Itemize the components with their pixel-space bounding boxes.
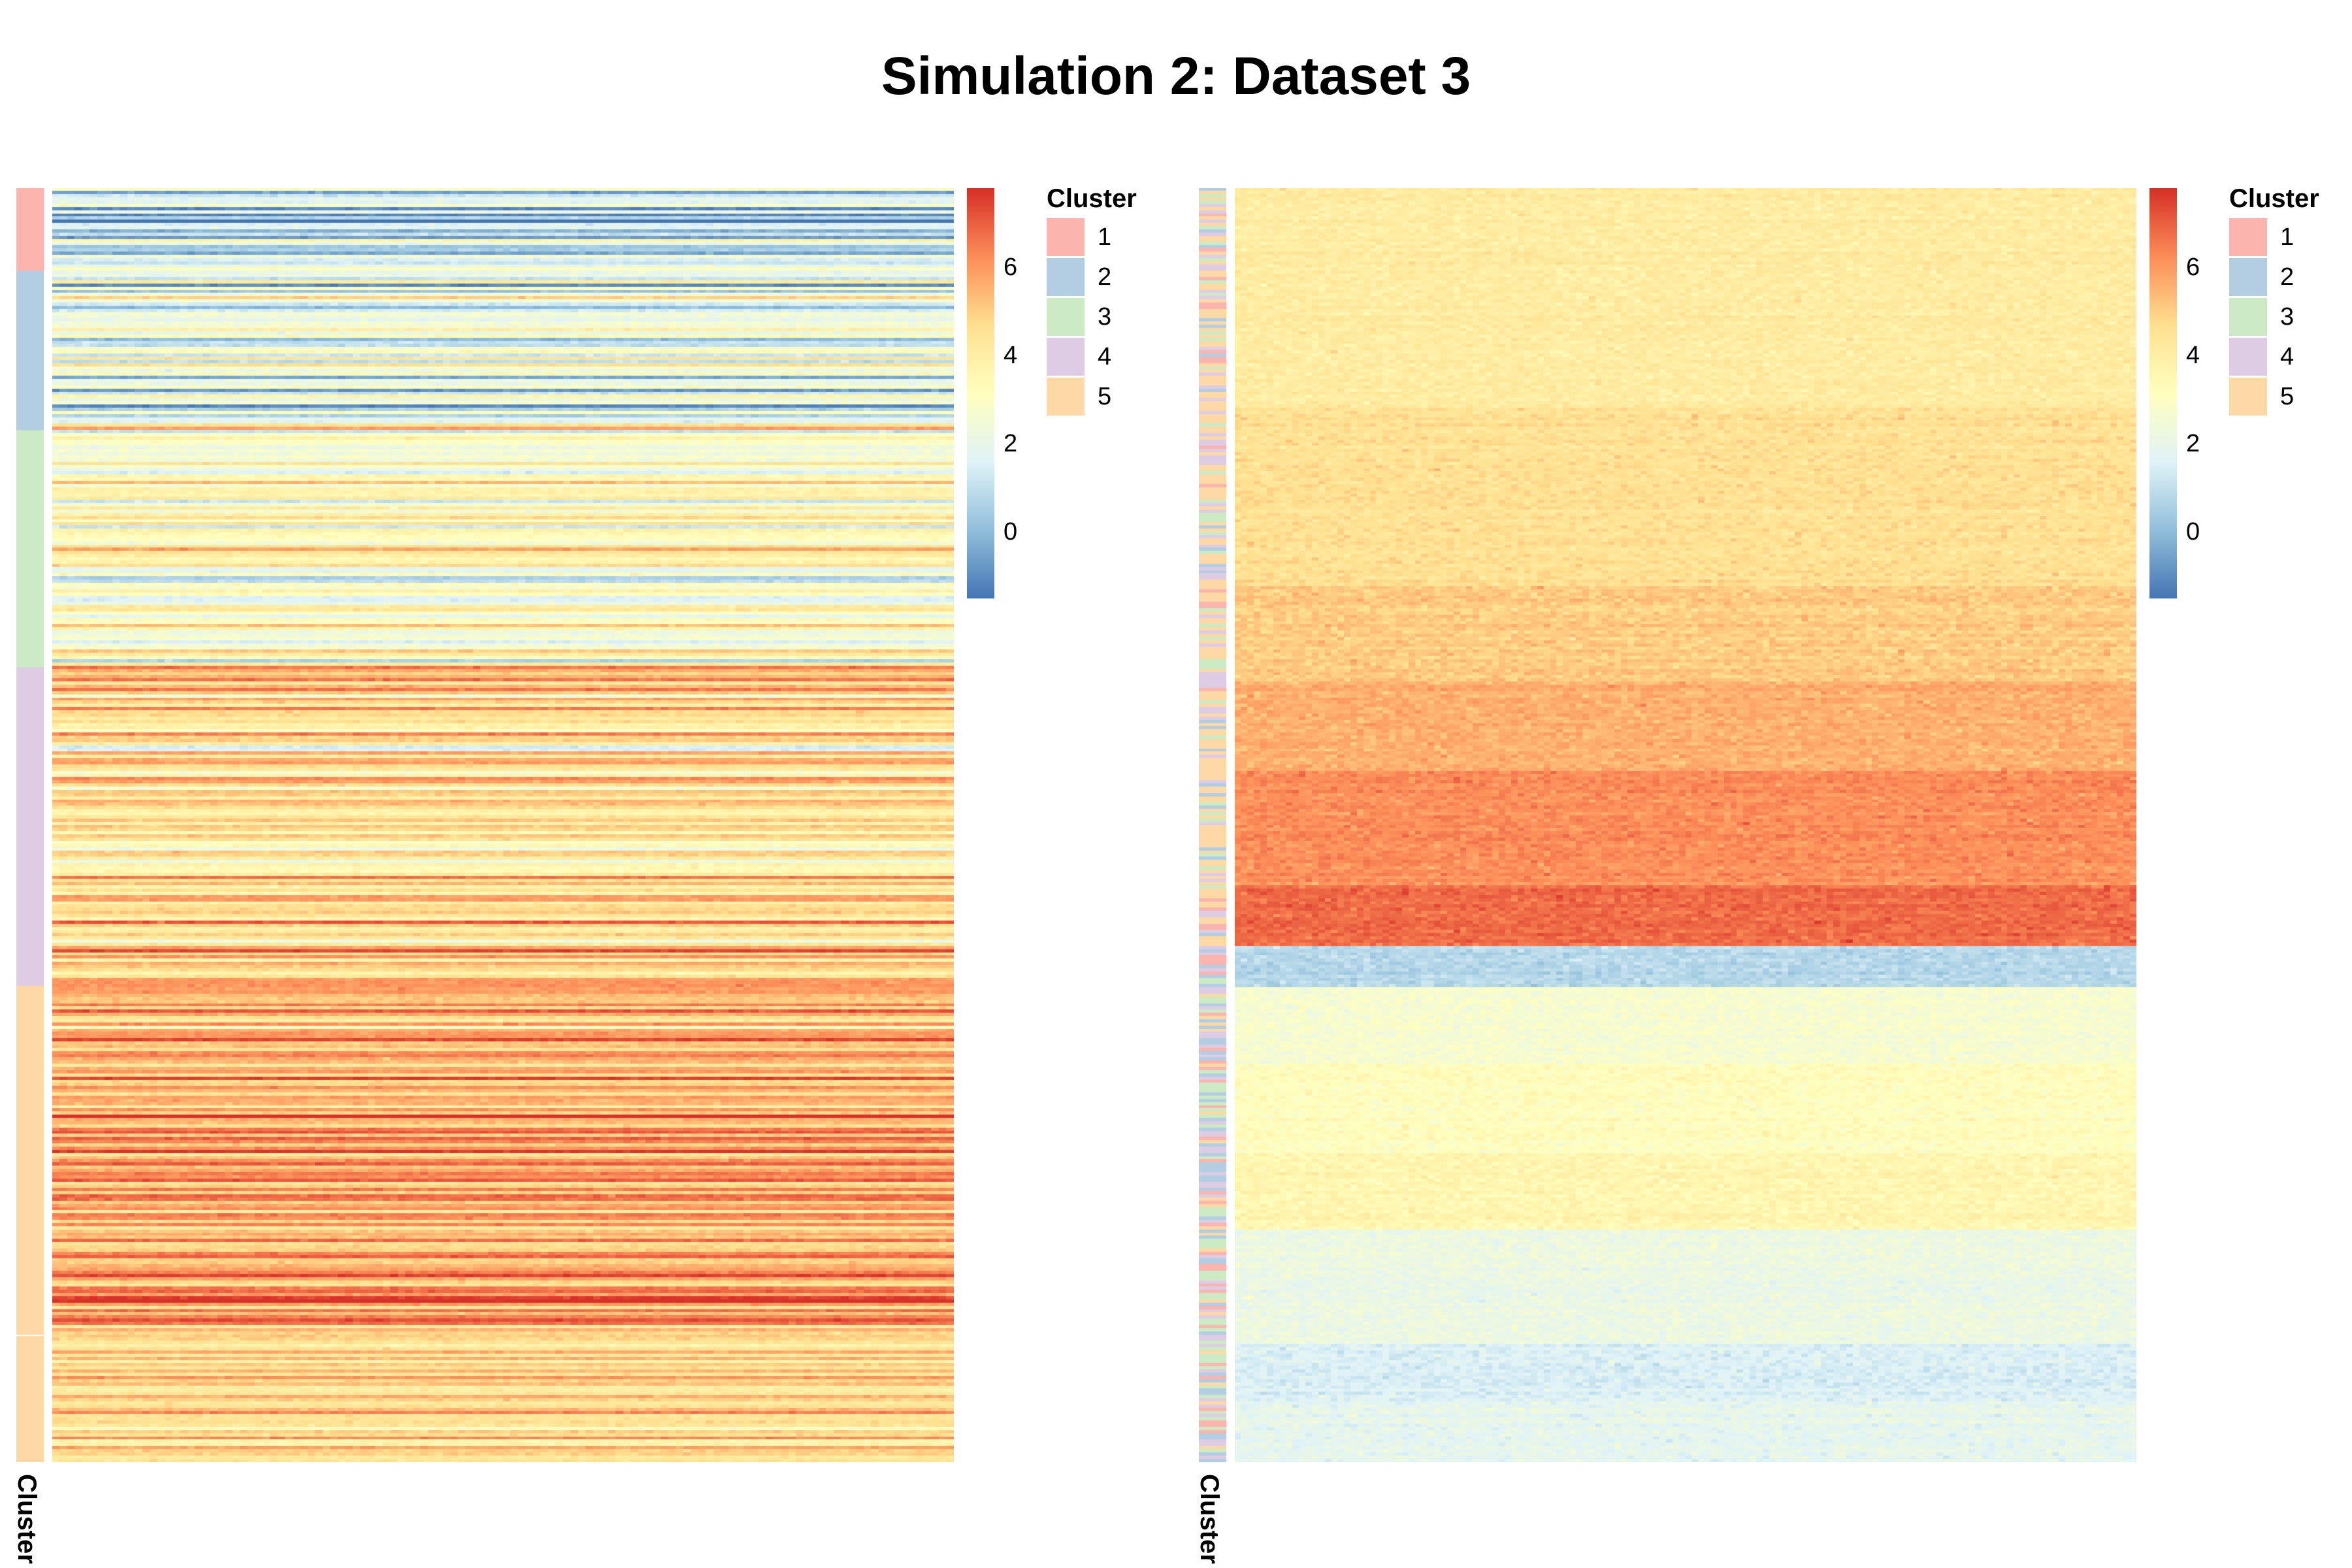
legend-label-cluster-5: 5: [2280, 383, 2295, 410]
legend-label-cluster-3: 3: [2280, 303, 2295, 331]
legend-label-cluster-3: 3: [1098, 303, 1112, 331]
page-title: Simulation 2: Dataset 3: [881, 46, 1471, 106]
color-scale-tick-label: 2: [2186, 429, 2200, 457]
legend-label-cluster-4: 4: [1098, 343, 1112, 370]
legend-label-cluster-4: 4: [2280, 343, 2295, 370]
color-scale-tick-label: 6: [1004, 253, 1018, 281]
color-scale-tick-label: 6: [2186, 253, 2200, 281]
legend-label-cluster-2: 2: [2280, 263, 2295, 291]
legend-swatch-cluster-5: [1047, 378, 1085, 416]
cluster-annotation-bar-left: [16, 188, 44, 1462]
legend-swatch-cluster-4: [2229, 338, 2267, 376]
color-scale-tick-label: 2: [1004, 429, 1018, 457]
legend-label-cluster-1: 1: [1098, 223, 1112, 251]
legend-swatch-cluster-2: [2229, 258, 2267, 296]
cluster-legend-title-right: Cluster: [2229, 184, 2319, 213]
cluster-axis-label-right: Cluster: [1195, 1474, 1224, 1564]
legend-label-cluster-2: 2: [1098, 263, 1112, 291]
color-scale-bar-left: [967, 188, 994, 598]
legend-swatch-cluster-2: [1047, 258, 1085, 296]
legend-swatch-cluster-3: [2229, 298, 2267, 336]
cluster-annotation-bar-right: [1199, 188, 1226, 1462]
legend-swatch-cluster-5: [2229, 378, 2267, 416]
color-scale-tick-label: 4: [2186, 341, 2200, 369]
legend-swatch-cluster-1: [2229, 218, 2267, 256]
color-scale-bar-right: [2149, 188, 2177, 598]
color-scale-tick-label: 4: [1004, 341, 1018, 369]
legend-swatch-cluster-4: [1047, 338, 1085, 376]
color-scale-tick-label: 0: [1004, 517, 1018, 546]
legend-label-cluster-1: 1: [2280, 223, 2295, 251]
legend-label-cluster-5: 5: [1098, 383, 1112, 410]
heatmap-body-right: [1235, 188, 2136, 1462]
legend-swatch-cluster-3: [1047, 298, 1085, 336]
cluster-axis-label-left: Cluster: [12, 1474, 41, 1564]
cluster-legend-title-left: Cluster: [1047, 184, 1137, 213]
color-scale-tick-label: 0: [2186, 517, 2200, 546]
heatmap-body-left: [52, 188, 954, 1462]
legend-swatch-cluster-1: [1047, 218, 1085, 256]
